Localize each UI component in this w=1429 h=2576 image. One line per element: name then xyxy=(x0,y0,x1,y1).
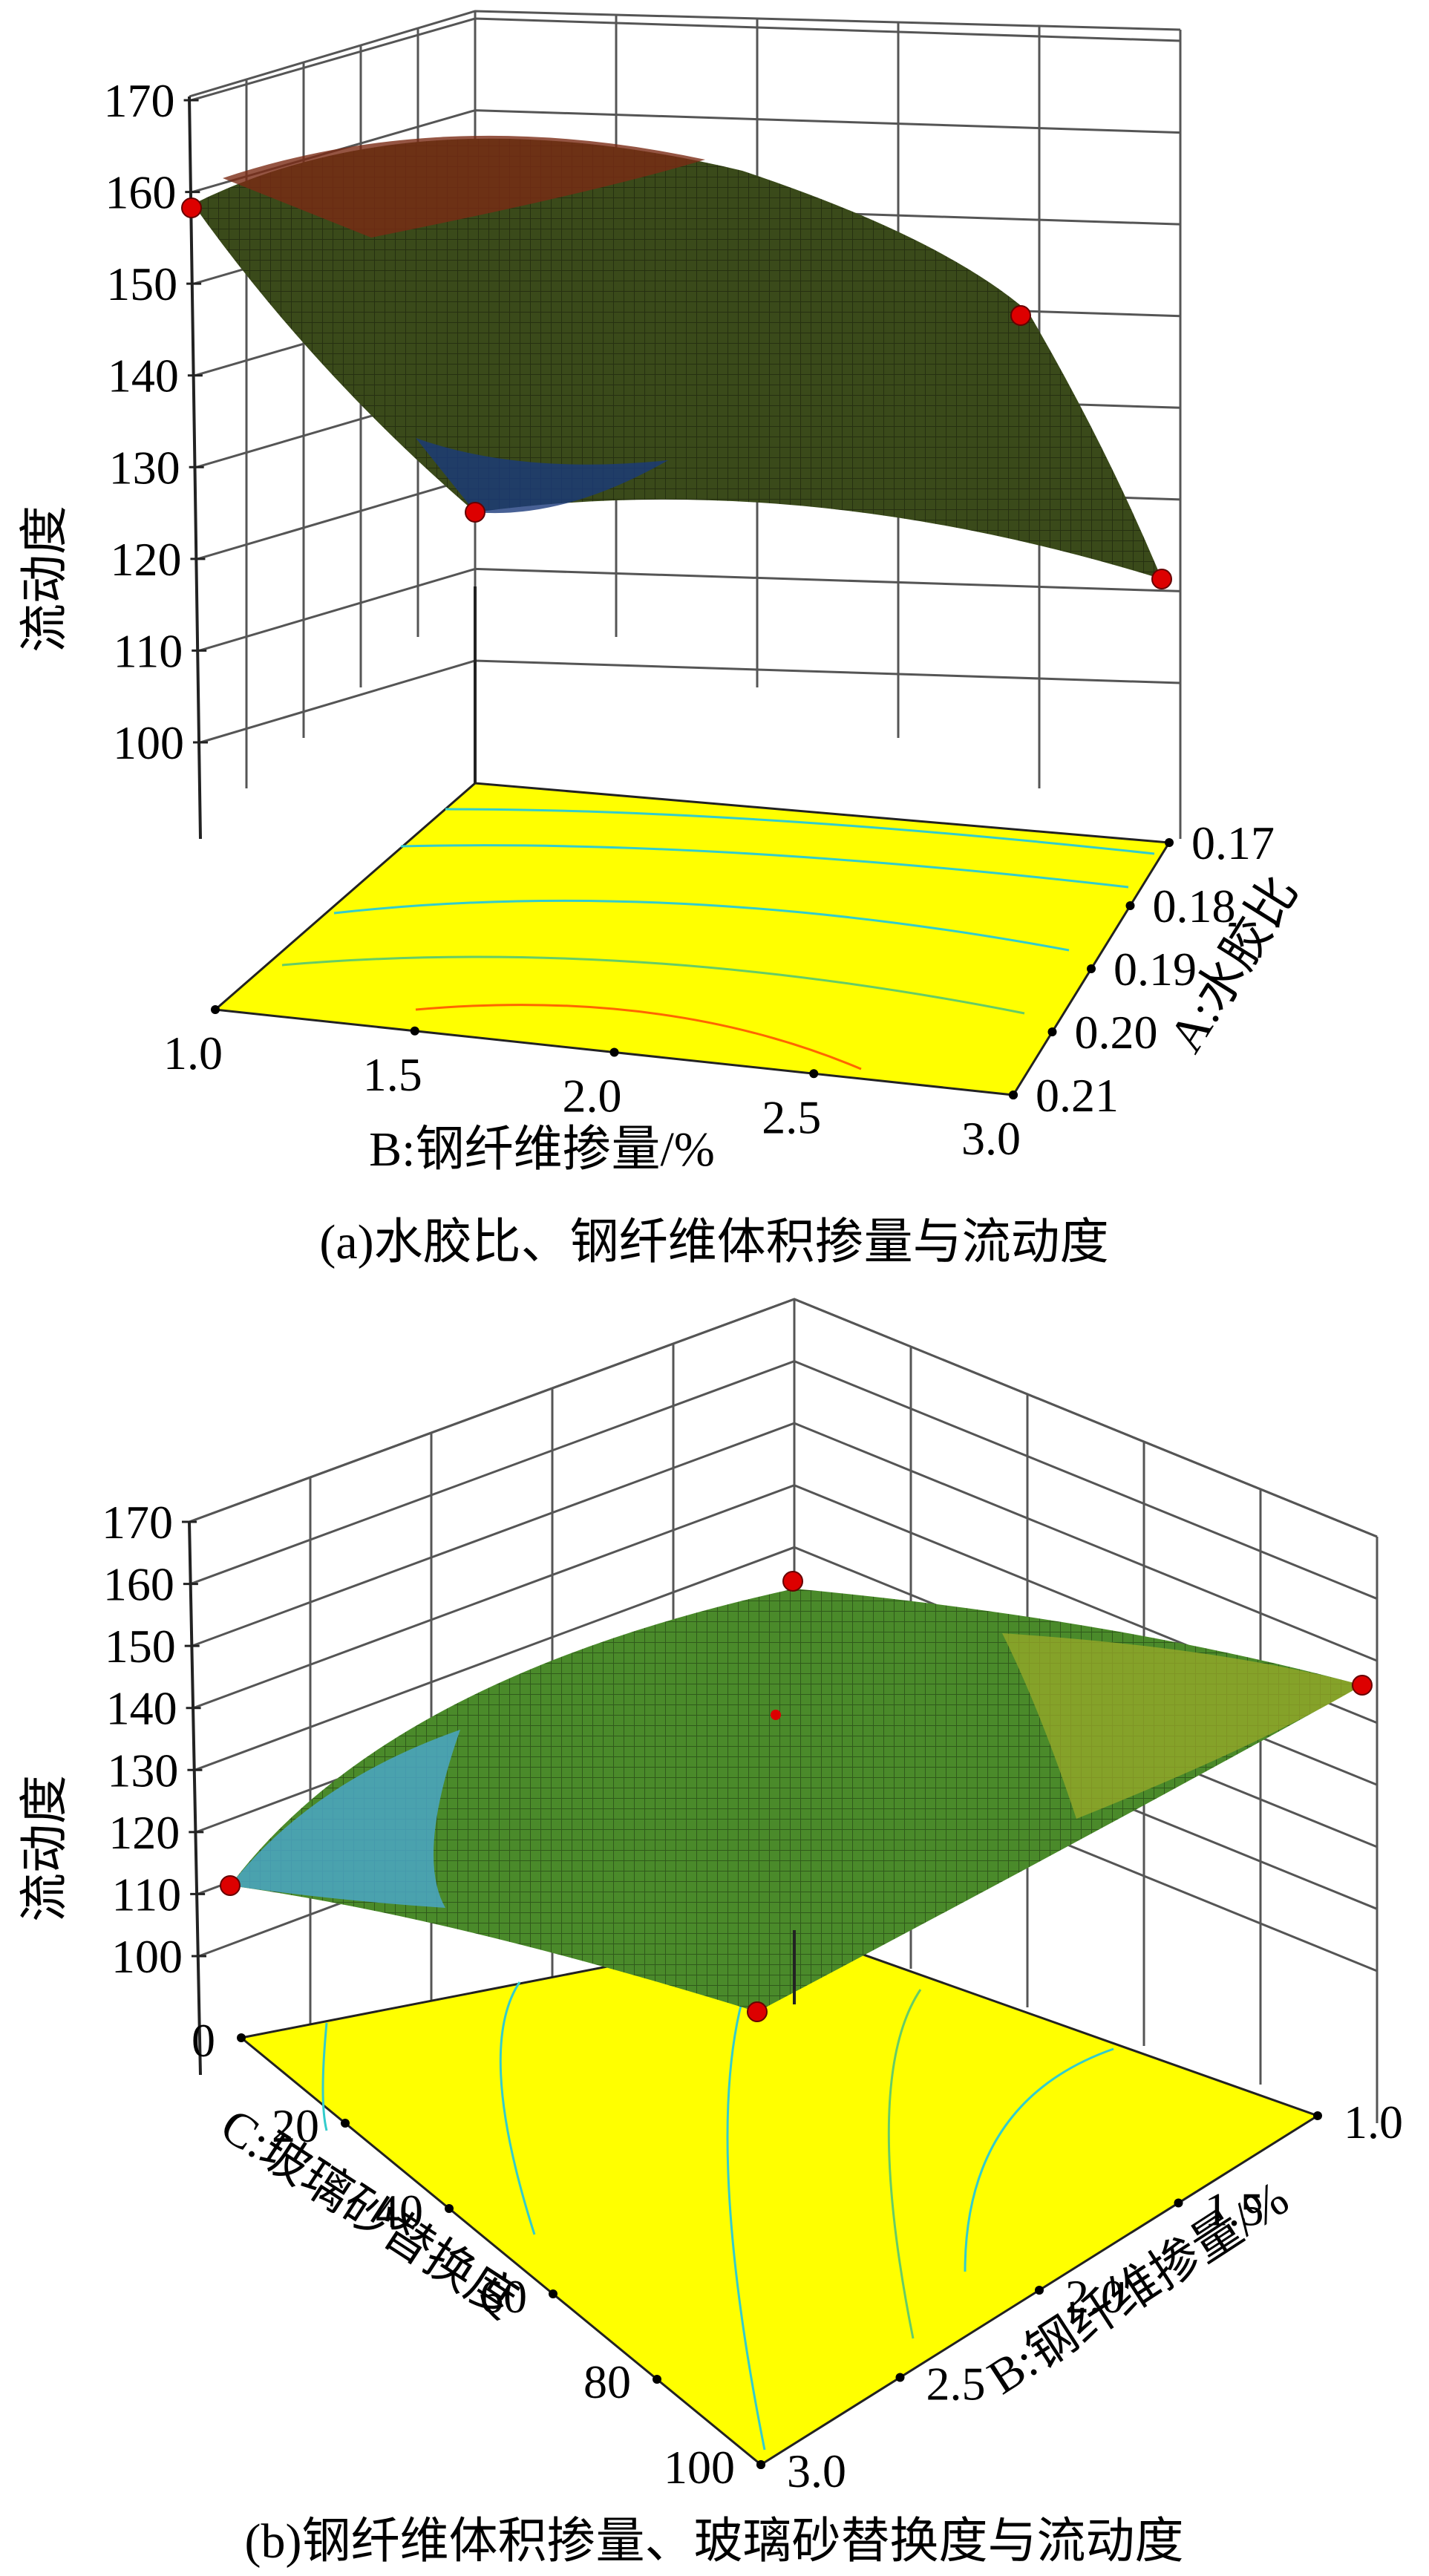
chart-b-y-tick-label: 1.0 xyxy=(1344,2096,1403,2148)
chart-b-design-points xyxy=(220,1571,1373,2022)
chart-b-z-label: 流动度 xyxy=(18,1775,72,1922)
chart-b-y-tick-label: 3.0 xyxy=(787,2445,846,2497)
chart-a-design-point xyxy=(1151,569,1172,589)
chart-b: 100 110 120 130 140 150 160 170 0 20 40 60 80 100 1.… xyxy=(18,1298,1403,2569)
chart-b-x-tick-mark xyxy=(653,2375,661,2384)
chart-a-design-point xyxy=(1010,305,1031,326)
chart-a-grid-line xyxy=(191,17,1181,102)
chart-b-z-tick-label: 150 xyxy=(105,1620,176,1673)
chart-b-design-point xyxy=(1352,1675,1373,1696)
chart-a-z-tick-label: 150 xyxy=(106,258,177,310)
chart-b-z-tick-label: 140 xyxy=(106,1682,177,1735)
chart-b-x-tick-mark xyxy=(445,2204,454,2213)
chart-a-z-ticks: 100 110 120 130 140 150 160 170 xyxy=(104,74,208,769)
chart-b-y-tick-mark xyxy=(1174,2198,1183,2208)
chart-a-z-tick-label: 160 xyxy=(105,166,176,219)
chart-a-caption: (a)水胶比、钢纤维体积掺量与流动度 xyxy=(319,1215,1108,1269)
chart-a-x-tick-mark xyxy=(809,1069,819,1079)
chart-a-x-tick-label: 1.5 xyxy=(363,1048,422,1101)
chart-b-y-tick-mark xyxy=(756,2460,765,2469)
chart-a-z-tick-label: 120 xyxy=(110,533,181,586)
chart-a-x-label: B:钢纤维掺量/% xyxy=(369,1122,715,1177)
chart-b-center-point xyxy=(771,1710,781,1720)
chart-a-surface xyxy=(193,135,1162,579)
chart-b-design-point xyxy=(747,2001,768,2022)
chart-b-y-tick-label: 2.5 xyxy=(926,2358,986,2410)
chart-b-z-tick-label: 160 xyxy=(103,1558,174,1611)
chart-b-y-tick-label: 1.5 xyxy=(1205,2183,1264,2236)
chart-a-y-ticks: 0.17 0.18 0.19 0.20 0.21 xyxy=(1009,817,1275,1122)
chart-b-x-tick-mark xyxy=(549,2289,557,2298)
chart-b-z-tick-label: 100 xyxy=(111,1930,183,1983)
chart-b-surface xyxy=(230,1589,1362,2012)
chart-b-x-ticks: 0 20 40 60 80 100 xyxy=(192,2014,765,2494)
chart-a-z-tick-label: 140 xyxy=(108,350,179,402)
chart-a-design-point xyxy=(465,502,485,523)
chart-a-z-tick-label: 170 xyxy=(104,74,175,127)
chart-b-x-tick-label: 0 xyxy=(192,2014,215,2067)
chart-b-z-tick-label: 110 xyxy=(112,1868,182,1920)
chart-a-x-tick-label: 3.0 xyxy=(961,1112,1021,1165)
chart-b-frame xyxy=(188,1521,796,2076)
chart-a-z-tick-label: 100 xyxy=(113,716,184,769)
chart-a-y-tick-label: 0.18 xyxy=(1153,880,1236,932)
chart-a-x-tick-mark xyxy=(211,1005,220,1014)
chart-b-x-tick-label: 60 xyxy=(480,2270,527,2323)
chart-b-x-tick-label: 100 xyxy=(664,2441,735,2494)
chart-a-y-tick-label: 0.21 xyxy=(1036,1069,1119,1122)
chart-b-caption: (b)钢纤维体积掺量、玻璃砂替换度与流动度 xyxy=(245,2514,1184,2569)
chart-a: 100 110 120 130 140 150 160 170 1.0 1.5 2.0 2.5 3.0… xyxy=(18,10,1309,1269)
chart-a-x-tick-mark xyxy=(410,1026,419,1036)
chart-b-x-tick-mark xyxy=(341,2119,350,2128)
chart-b-z-tick-label: 120 xyxy=(108,1806,180,1859)
chart-b-design-point xyxy=(782,1571,803,1592)
chart-b-grid-line xyxy=(189,1298,1378,1538)
chart-b-grid-line xyxy=(190,1359,1378,1600)
chart-a-design-point xyxy=(181,197,202,218)
chart-b-x-tick-mark xyxy=(237,2033,246,2042)
chart-a-z-tick-label: 110 xyxy=(114,624,183,677)
chart-b-x-tick-label: 80 xyxy=(583,2356,631,2408)
chart-a-z-tick-label: 130 xyxy=(109,441,180,494)
chart-b-y-tick-mark xyxy=(895,2373,905,2382)
chart-b-design-point xyxy=(220,1875,241,1896)
chart-a-y-tick-mark xyxy=(1087,964,1096,973)
chart-a-x-tick-label: 2.0 xyxy=(563,1070,622,1122)
chart-a-y-tick-mark xyxy=(1047,1027,1057,1036)
chart-a-y-tick-label: 0.19 xyxy=(1114,943,1197,996)
chart-a-grid-line xyxy=(200,659,1181,744)
chart-a-y-tick-mark xyxy=(1165,838,1174,847)
chart-b-z-tick-label: 130 xyxy=(107,1744,178,1797)
chart-b-z-tick-label: 170 xyxy=(102,1496,173,1549)
chart-b-y-tick-label: 2.0 xyxy=(1065,2270,1125,2323)
chart-a-floor xyxy=(212,782,1171,1096)
chart-b-z-ticks: 100 110 120 130 140 150 160 170 xyxy=(102,1496,206,1983)
chart-b-y-tick-mark xyxy=(1313,2111,1322,2120)
chart-a-y-tick-label: 0.20 xyxy=(1075,1006,1158,1059)
chart-b-y-ticks: 1.0 1.5 2.0 2.5 3.0 xyxy=(756,2096,1403,2497)
chart-a-y-tick-mark xyxy=(1125,901,1135,910)
chart-b-x-tick-label: 40 xyxy=(376,2185,423,2237)
chart-a-y-tick-label: 0.17 xyxy=(1191,817,1275,869)
chart-b-grid-line xyxy=(192,1422,1378,1662)
chart-a-z-label: 流动度 xyxy=(18,506,72,653)
chart-a-x-tick-mark xyxy=(609,1047,619,1057)
chart-b-x-tick-label: 20 xyxy=(272,2099,319,2152)
chart-a-x-ticks: 1.0 1.5 2.0 2.5 3.0 xyxy=(163,1005,1021,1165)
chart-b-y-tick-mark xyxy=(1035,2286,1044,2295)
chart-a-design-points xyxy=(181,197,1172,589)
chart-a-grid-line xyxy=(198,567,1181,652)
chart-a-x-tick-label: 1.0 xyxy=(163,1027,223,1079)
chart-a-x-tick-label: 2.5 xyxy=(762,1091,821,1143)
chart-a-y-tick-mark xyxy=(1009,1091,1018,1099)
